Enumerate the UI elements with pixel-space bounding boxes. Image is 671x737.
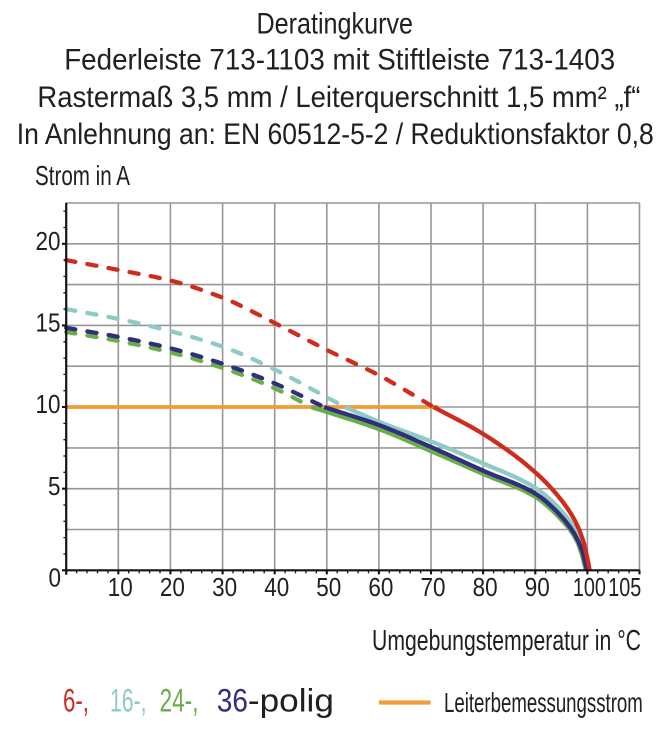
svg-text:10: 10 (108, 572, 133, 602)
svg-text:Rastermaß 3,5 mm / Leiterquers: Rastermaß 3,5 mm / Leiterquerschnitt 1,5… (37, 81, 640, 114)
svg-text:Umgebungstemperatur in °C: Umgebungstemperatur in °C (372, 625, 641, 657)
svg-text:40: 40 (264, 572, 289, 602)
svg-text:Deratingkurve: Deratingkurve (257, 7, 414, 40)
svg-text:Strom in A: Strom in A (35, 160, 130, 191)
svg-text:In Anlehnung an: EN 60512-5-2: In Anlehnung an: EN 60512-5-2 / Reduktio… (17, 118, 654, 151)
svg-text:16-,: 16-, (110, 683, 147, 719)
svg-text:15: 15 (36, 308, 61, 338)
svg-text:Federleiste 713-1103 mit Stift: Federleiste 713-1103 mit Stiftleiste 713… (64, 44, 615, 77)
svg-text:20: 20 (36, 226, 61, 256)
svg-text:10: 10 (36, 389, 61, 419)
svg-text:20: 20 (160, 572, 185, 602)
svg-text:100: 100 (573, 572, 606, 602)
svg-text:-polig: -polig (248, 683, 334, 719)
svg-text:24-,: 24-, (160, 683, 199, 719)
svg-text:30: 30 (212, 572, 237, 602)
svg-text:70: 70 (421, 572, 446, 602)
svg-text:6-,: 6-, (63, 683, 89, 719)
svg-text:60: 60 (368, 572, 393, 602)
svg-text:5: 5 (48, 471, 61, 501)
svg-text:105: 105 (608, 572, 641, 602)
svg-text:50: 50 (316, 572, 341, 602)
svg-text:90: 90 (525, 572, 550, 602)
svg-text:Leiterbemessungsstrom: Leiterbemessungsstrom (444, 687, 643, 718)
svg-text:80: 80 (473, 572, 498, 602)
svg-text:0: 0 (49, 562, 62, 592)
svg-text:36: 36 (217, 683, 248, 719)
